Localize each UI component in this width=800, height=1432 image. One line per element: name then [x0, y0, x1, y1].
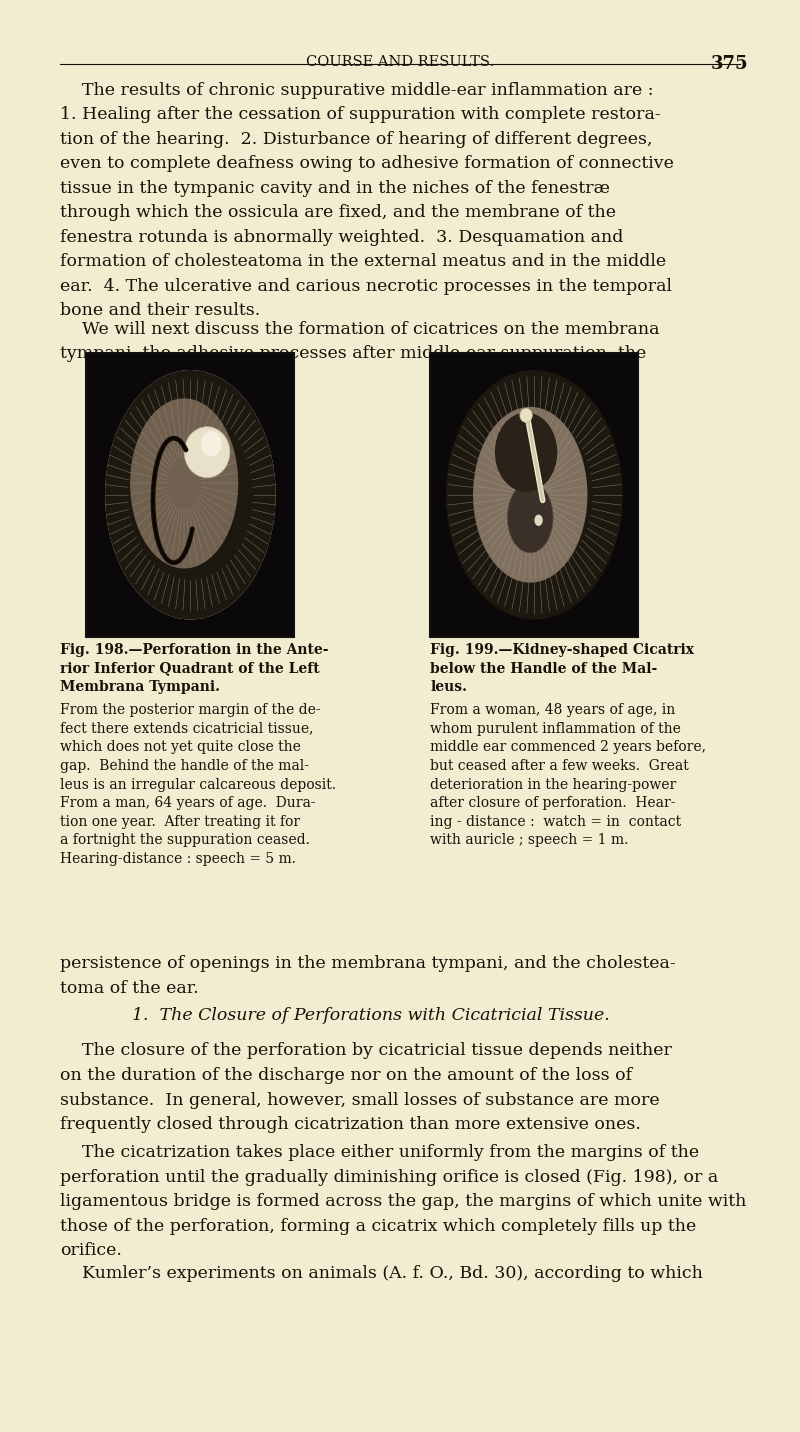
Ellipse shape: [130, 398, 238, 569]
Text: 375: 375: [710, 54, 748, 73]
Ellipse shape: [534, 514, 542, 526]
Ellipse shape: [495, 412, 558, 493]
Text: The results of chronic suppurative middle-ear inflammation are :
1. Healing afte: The results of chronic suppurative middl…: [60, 82, 674, 319]
Ellipse shape: [201, 431, 222, 457]
Ellipse shape: [446, 369, 622, 620]
Ellipse shape: [105, 369, 276, 620]
Text: The cicatrization takes place either uniformly from the margins of the
perforati: The cicatrization takes place either uni…: [60, 1144, 746, 1259]
Bar: [86, 352, 294, 636]
Ellipse shape: [507, 483, 553, 553]
Ellipse shape: [473, 407, 587, 583]
Text: persistence of openings in the membrana tympani, and the cholestea-
toma of the : persistence of openings in the membrana …: [60, 955, 676, 997]
Text: From the posterior margin of the de-
fect there extends cicatricial tissue,
whic: From the posterior margin of the de- fec…: [60, 703, 336, 866]
Ellipse shape: [520, 408, 532, 422]
Text: Fig. 198.—Perforation in the Ante-
rior Inferior Quadrant of the Left
Membrana T: Fig. 198.—Perforation in the Ante- rior …: [60, 643, 329, 695]
Text: The closure of the perforation by cicatricial tissue depends neither
on the dura: The closure of the perforation by cicatr…: [60, 1042, 672, 1133]
Text: Kumler’s experiments on animals (A. f. O., Bd. 30), according to which: Kumler’s experiments on animals (A. f. O…: [60, 1266, 703, 1282]
Text: From a woman, 48 years of age, in
whom purulent inflammation of the
middle ear c: From a woman, 48 years of age, in whom p…: [430, 703, 706, 848]
Text: 1.  The Closure of Perforations with Cicatricial Tissue.: 1. The Closure of Perforations with Cica…: [132, 1007, 610, 1024]
Text: Fig. 199.—Kidney-shaped Cicatrix
below the Handle of the Mal-
leus.: Fig. 199.—Kidney-shaped Cicatrix below t…: [430, 643, 694, 695]
Text: We will next discuss the formation of cicatrices on the membrana
tympani, the ad: We will next discuss the formation of ci…: [60, 321, 659, 362]
Ellipse shape: [184, 427, 230, 478]
Ellipse shape: [105, 369, 276, 620]
Text: COURSE AND RESULTS.: COURSE AND RESULTS.: [306, 54, 494, 69]
Bar: [430, 352, 638, 636]
